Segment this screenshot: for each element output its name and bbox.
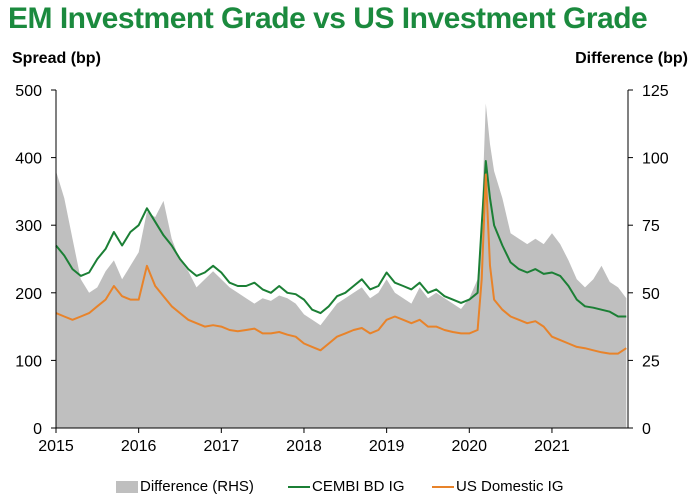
- right-tick-label: 50: [642, 286, 660, 303]
- series-area-difference: [56, 103, 627, 428]
- legend-item-difference: Difference (RHS): [116, 478, 254, 495]
- right-tick-label: 100: [642, 151, 669, 168]
- legend-label-difference: Difference (RHS): [140, 478, 254, 495]
- legend-swatch-us: [432, 485, 454, 488]
- x-tick-label: 2015: [38, 438, 74, 455]
- left-tick-label: 0: [33, 421, 42, 438]
- x-tick-label: 2017: [204, 438, 240, 455]
- series-line-us: [55, 173, 627, 355]
- legend: Difference (RHS) CEMBI BD IG US Domestic…: [0, 478, 694, 500]
- left-tick-label: 200: [15, 286, 42, 303]
- legend-item-cembi: CEMBI BD IG: [288, 478, 405, 495]
- legend-item-us: US Domestic IG: [432, 478, 564, 495]
- right-axis-title: Difference (bp): [575, 50, 688, 67]
- legend-swatch-cembi: [288, 485, 310, 488]
- right-tick-label: 0: [642, 421, 651, 438]
- legend-label-us: US Domestic IG: [456, 478, 564, 495]
- left-tick-label: 300: [15, 218, 42, 235]
- left-tick-label: 100: [15, 353, 42, 370]
- x-tick-label: 2020: [451, 438, 487, 455]
- series-line-cembi: [55, 160, 627, 318]
- x-tick-label: 2021: [534, 438, 570, 455]
- right-tick-label: 125: [642, 83, 669, 100]
- left-tick-label: 500: [15, 83, 42, 100]
- x-tick-label: 2018: [286, 438, 322, 455]
- chart-title: EM Investment Grade vs US Investment Gra…: [8, 2, 648, 35]
- legend-label-cembi: CEMBI BD IG: [312, 478, 405, 495]
- right-tick-label: 25: [642, 353, 660, 370]
- right-tick-label: 75: [642, 218, 660, 235]
- x-tick-label: 2019: [369, 438, 405, 455]
- legend-swatch-difference: [116, 480, 138, 493]
- left-axis-title: Spread (bp): [12, 50, 101, 67]
- x-tick-label: 2016: [121, 438, 157, 455]
- left-tick-label: 400: [15, 151, 42, 168]
